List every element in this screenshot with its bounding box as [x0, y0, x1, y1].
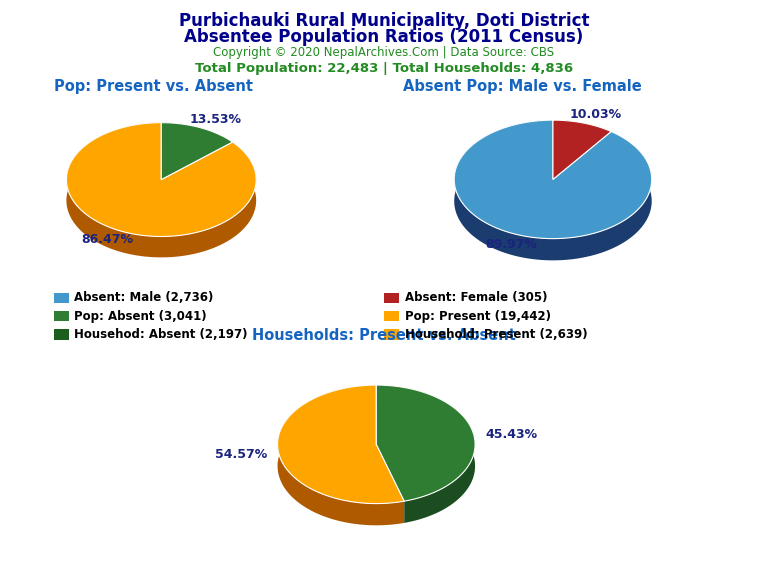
Text: Purbichauki Rural Municipality, Doti District: Purbichauki Rural Municipality, Doti Dis…: [179, 12, 589, 29]
Text: Total Population: 22,483 | Total Households: 4,836: Total Population: 22,483 | Total Househo…: [195, 62, 573, 75]
Polygon shape: [161, 123, 233, 180]
Text: Pop: Absent (3,041): Pop: Absent (3,041): [74, 310, 207, 323]
Text: 89.97%: 89.97%: [485, 238, 537, 251]
Polygon shape: [454, 120, 652, 260]
Polygon shape: [376, 385, 475, 523]
Text: Copyright © 2020 NepalArchives.Com | Data Source: CBS: Copyright © 2020 NepalArchives.Com | Dat…: [214, 46, 554, 59]
Polygon shape: [376, 385, 475, 501]
Text: Pop: Present vs. Absent: Pop: Present vs. Absent: [54, 79, 253, 94]
Polygon shape: [454, 120, 652, 238]
Text: 13.53%: 13.53%: [189, 113, 241, 127]
Polygon shape: [553, 120, 611, 153]
Text: 86.47%: 86.47%: [81, 233, 134, 246]
Polygon shape: [66, 123, 257, 257]
Polygon shape: [553, 120, 611, 179]
Text: Household: Present (2,639): Household: Present (2,639): [405, 328, 588, 341]
Text: Absent Pop: Male vs. Female: Absent Pop: Male vs. Female: [403, 79, 641, 94]
Text: 45.43%: 45.43%: [485, 428, 538, 441]
Polygon shape: [161, 123, 233, 163]
Text: Absent: Male (2,736): Absent: Male (2,736): [74, 291, 214, 304]
Text: Pop: Present (19,442): Pop: Present (19,442): [405, 310, 551, 323]
Text: Households: Present vs. Absent: Households: Present vs. Absent: [252, 328, 516, 343]
Text: Absentee Population Ratios (2011 Census): Absentee Population Ratios (2011 Census): [184, 28, 584, 46]
Text: 54.57%: 54.57%: [215, 448, 267, 461]
Text: 10.03%: 10.03%: [569, 108, 621, 121]
Text: Househod: Absent (2,197): Househod: Absent (2,197): [74, 328, 248, 341]
Polygon shape: [66, 123, 257, 237]
Text: Absent: Female (305): Absent: Female (305): [405, 291, 548, 304]
Polygon shape: [277, 385, 404, 503]
Polygon shape: [277, 385, 404, 525]
